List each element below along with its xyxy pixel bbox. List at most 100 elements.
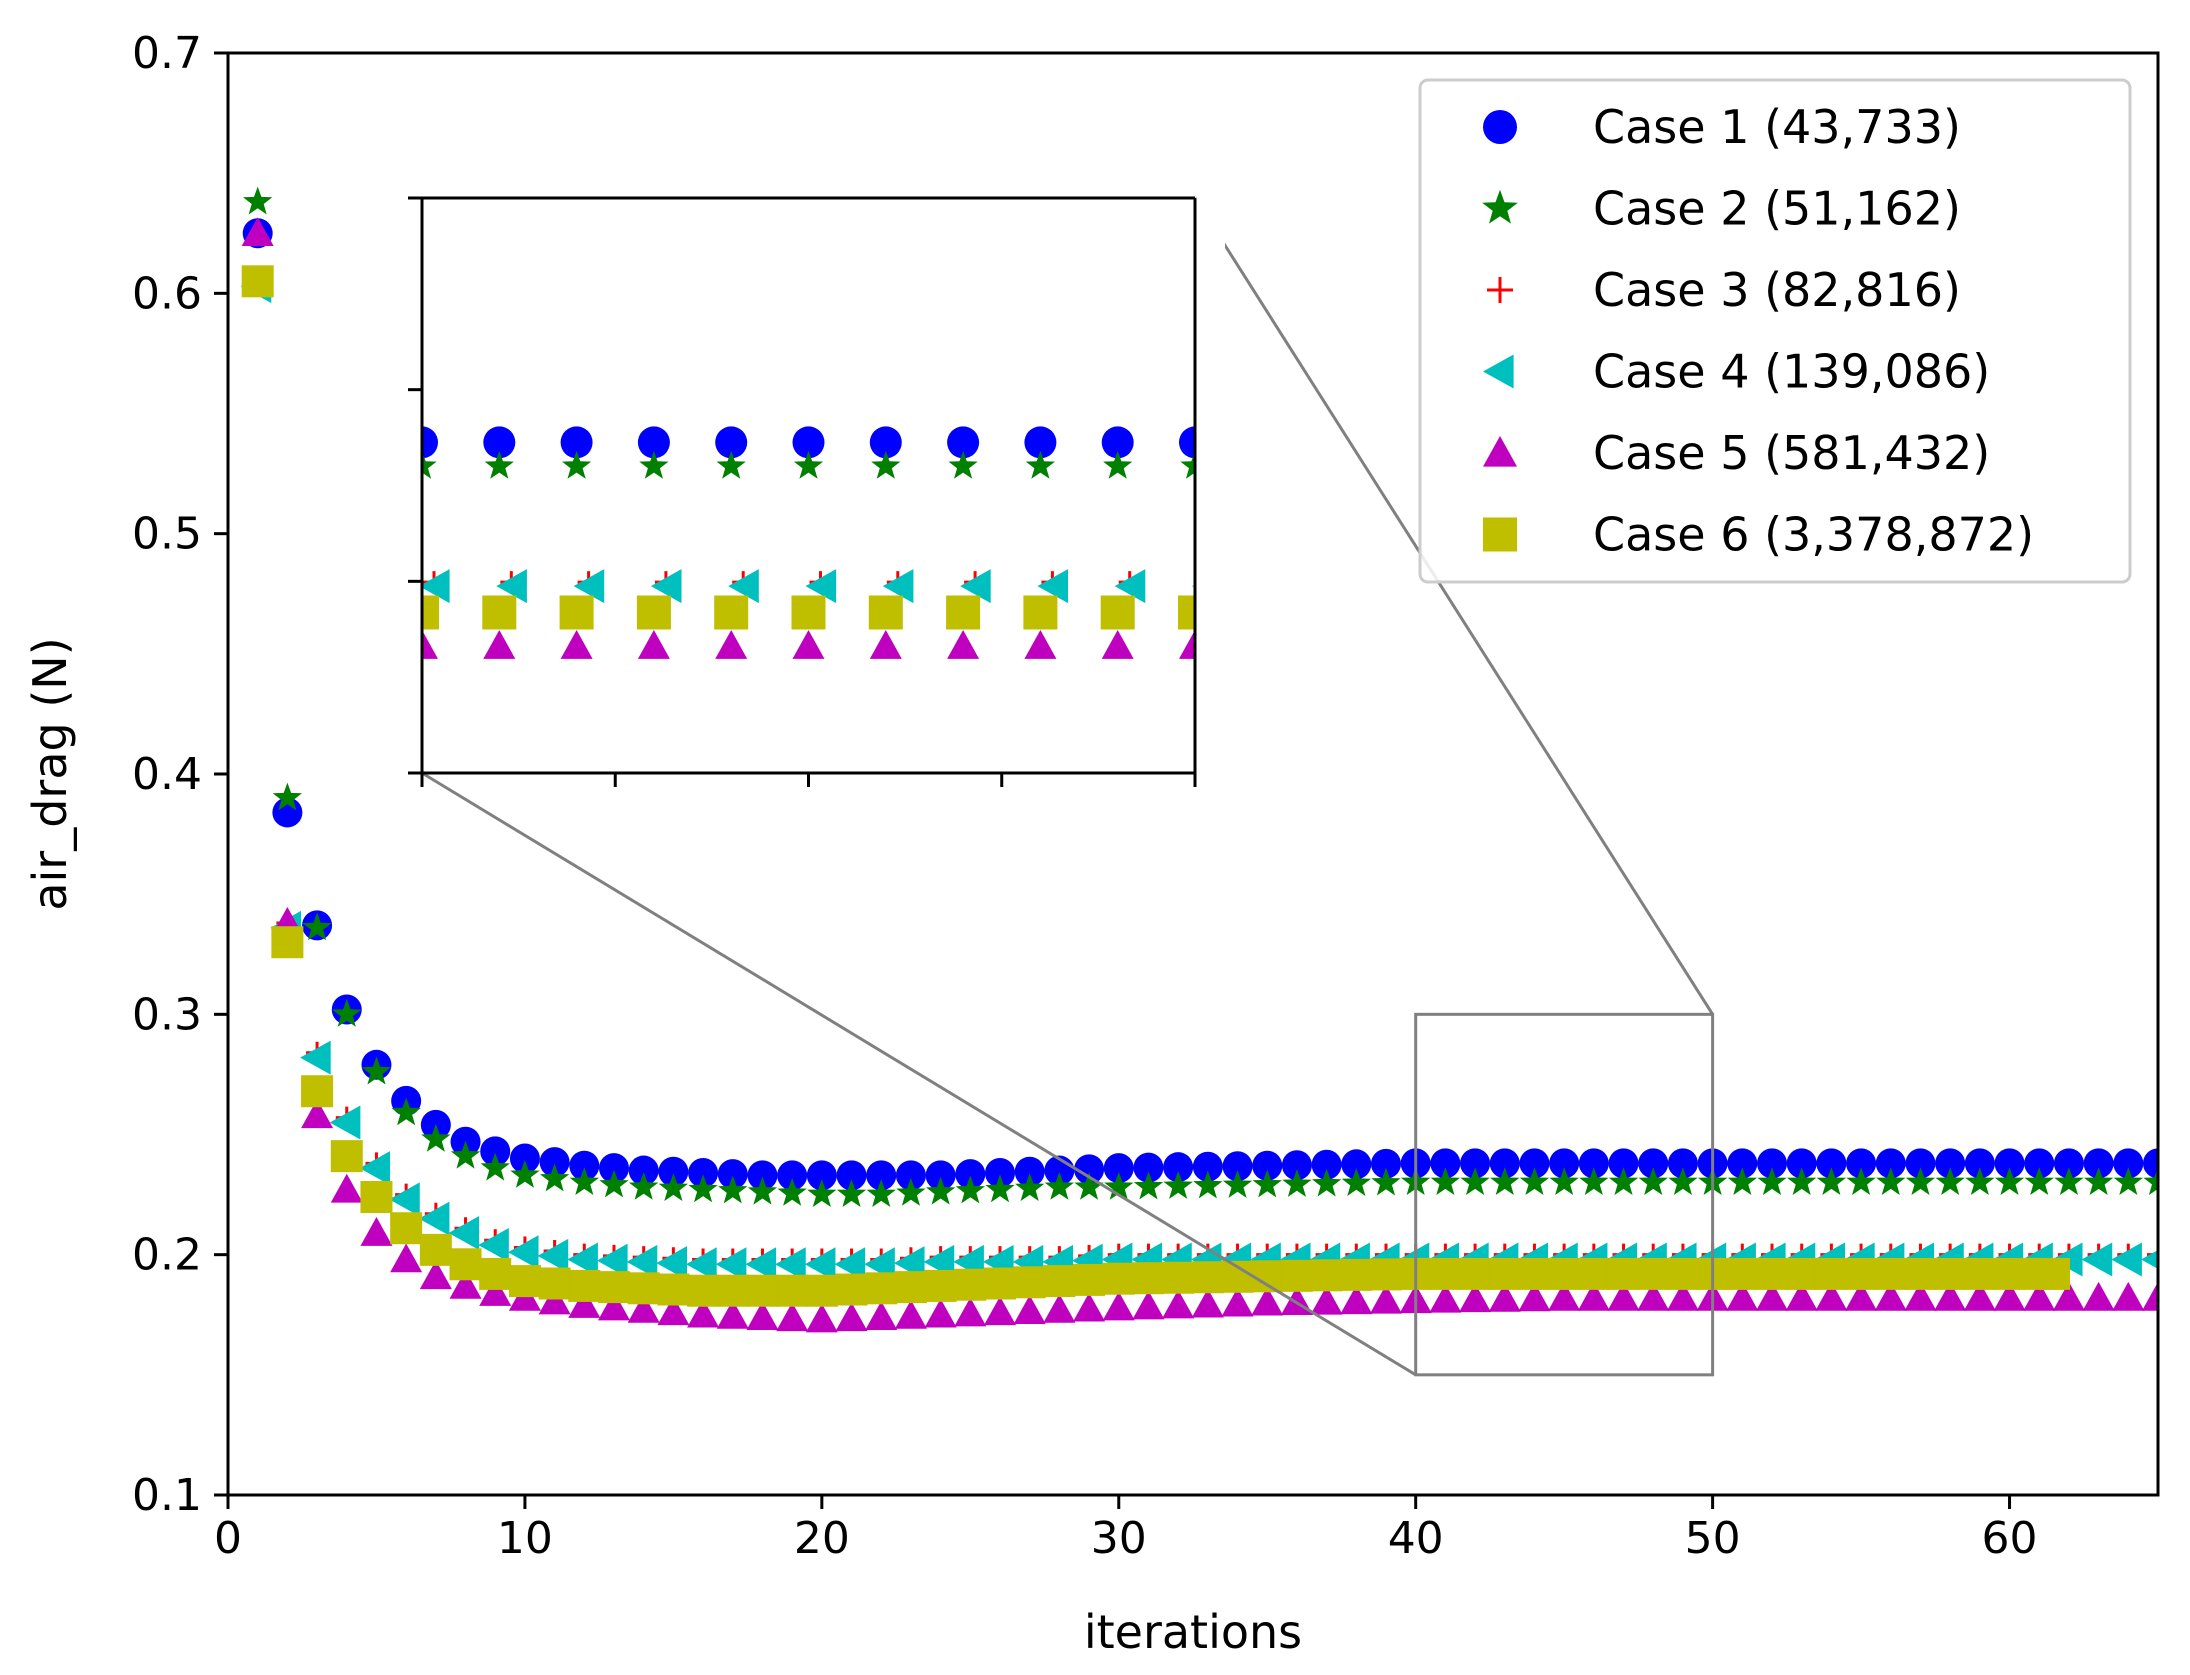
- data-point: [1312, 1168, 1342, 1197]
- inset-point: [716, 450, 746, 479]
- data-point: [480, 1136, 511, 1167]
- data-point: [418, 1201, 450, 1236]
- data-point: [775, 1247, 806, 1282]
- x-tick-label: 30: [1091, 1513, 1147, 1564]
- inset-point: [946, 595, 981, 630]
- inset-point: [1024, 630, 1057, 659]
- data-point: [657, 1296, 690, 1326]
- data-point: [330, 1173, 363, 1203]
- data-point: [1904, 1281, 1937, 1311]
- data-point: [1163, 1171, 1193, 1199]
- x-axis-label: iterations: [1084, 1605, 1302, 1659]
- margin-top: [0, 0, 2190, 53]
- data-point: [1874, 1257, 1907, 1290]
- data-point: [478, 1228, 509, 1263]
- data-point: [1371, 1148, 1401, 1179]
- data-point: [1163, 1152, 1194, 1183]
- data-point: [835, 1273, 868, 1306]
- legend-label: Case 5 (581,432): [1593, 426, 1990, 480]
- data-point: [718, 1175, 748, 1204]
- inset-point: [882, 569, 914, 604]
- data-point: [1548, 1281, 1581, 1311]
- inset-point: [1024, 426, 1057, 459]
- zoom-connector-line: [1193, 197, 1714, 1016]
- data-point: [599, 1169, 629, 1198]
- y-tick-label: 0.3: [132, 989, 202, 1040]
- data-point: [628, 1155, 659, 1186]
- inset-point: [869, 426, 902, 459]
- data-point: [1193, 1170, 1223, 1199]
- inset-point: [1103, 450, 1133, 479]
- data-point: [1875, 1148, 1906, 1179]
- data-point: [1904, 1257, 1937, 1290]
- data-point: [688, 1174, 718, 1203]
- data-point: [361, 1056, 392, 1085]
- data-point: [836, 1179, 867, 1207]
- inset-plot: [392, 196, 1225, 787]
- data-point: [1430, 1167, 1460, 1195]
- data-point: [866, 1160, 897, 1191]
- data-point: [419, 1260, 452, 1290]
- data-point: [1192, 1151, 1223, 1182]
- data-point: [1430, 1148, 1461, 1179]
- data-point: [1280, 1259, 1313, 1292]
- data-point: [954, 1268, 987, 1301]
- data-point: [776, 1274, 809, 1307]
- inset-point: [947, 630, 980, 659]
- inset-point: [960, 569, 991, 604]
- data-point: [1132, 1262, 1165, 1295]
- data-point: [509, 1143, 540, 1174]
- legend: Case 1 (43,733) Case 2 (51,162) Case 3 (82…: [1418, 78, 2132, 584]
- data-point: [955, 1175, 985, 1204]
- data-point: [597, 1243, 628, 1278]
- data-point: [924, 1298, 957, 1328]
- legend-marker: [1483, 354, 1514, 389]
- data-point: [747, 1176, 778, 1205]
- inset-point: [560, 630, 593, 659]
- data-point: [538, 1285, 571, 1315]
- margin-bottom: [0, 1495, 2190, 1670]
- data-point: [389, 1182, 420, 1217]
- data-point: [1993, 1281, 2026, 1311]
- data-point: [1013, 1266, 1046, 1299]
- inset-point: [637, 426, 670, 459]
- data-point: [1341, 1149, 1372, 1180]
- legend-entry: Case 4 (139,086): [1483, 345, 1990, 399]
- data-point: [805, 1274, 838, 1307]
- data-point: [1727, 1167, 1757, 1195]
- data-point: [1637, 1281, 1670, 1311]
- data-point: [300, 1040, 331, 1075]
- data-point: [716, 1299, 749, 1329]
- data-point: [805, 1303, 838, 1333]
- data-point: [538, 1267, 571, 1300]
- data-point: [569, 1167, 599, 1195]
- inset-point: [868, 595, 903, 630]
- inset-point: [805, 569, 837, 604]
- data-point: [1371, 1167, 1401, 1196]
- data-point: [806, 1160, 837, 1191]
- data-point: [658, 1156, 689, 1187]
- legend-entry: Case 1 (43,733): [1483, 100, 1961, 154]
- data-points: [240, 186, 2174, 1333]
- data-point: [448, 1216, 480, 1251]
- data-point: [716, 1274, 749, 1307]
- data-point: [776, 1302, 809, 1332]
- data-point: [687, 1274, 720, 1307]
- inset-point: [947, 426, 980, 459]
- data-point: [2084, 1167, 2114, 1195]
- inset-point: [715, 630, 748, 659]
- data-point: [1816, 1148, 1847, 1179]
- data-point: [449, 1248, 482, 1281]
- data-point: [687, 1298, 720, 1328]
- data-point: [1073, 1292, 1106, 1322]
- data-point: [271, 926, 304, 959]
- data-point: [1103, 1153, 1134, 1184]
- data-point: [835, 1302, 868, 1332]
- data-point: [507, 1235, 539, 1270]
- data-point: [1043, 1265, 1076, 1298]
- data-point: [360, 1180, 393, 1213]
- data-point: [1666, 1281, 1699, 1311]
- inset-point: [714, 595, 749, 630]
- zoom-region-box: [1414, 1012, 1715, 1377]
